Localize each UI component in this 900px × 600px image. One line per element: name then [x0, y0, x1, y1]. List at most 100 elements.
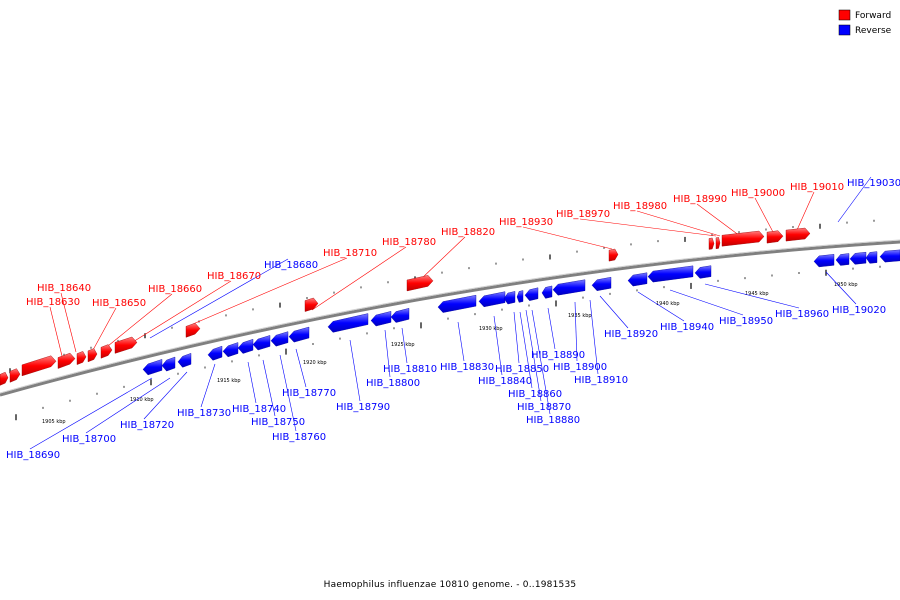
gene-label-forward: HIB_18630	[26, 297, 80, 308]
gene-label-reverse: HIB_18890	[531, 350, 585, 361]
gene-label-reverse: HIB_18700	[62, 434, 116, 445]
reverse-gene-arrow	[478, 291, 506, 308]
gene-label-forward: HIB_18670	[207, 271, 261, 282]
genome-backbone-highlight	[0, 239, 900, 394]
leader-line	[384, 329, 391, 378]
leader-line	[279, 354, 297, 432]
scale-label: 1940 kbp	[656, 301, 680, 307]
gene-label-forward: HIB_18980	[613, 201, 667, 212]
legend: Forward Reverse	[838, 9, 892, 36]
forward-gene-arrow	[0, 371, 9, 386]
leader-line	[519, 311, 533, 389]
leader-line	[513, 311, 520, 364]
gene-label-reverse: HIB_18900	[553, 362, 607, 373]
forward-gene-arrow	[766, 230, 784, 244]
gene-label-reverse: HIB_18800	[366, 378, 420, 389]
reverse-gene-arrow	[516, 290, 524, 303]
leader-line	[119, 280, 232, 351]
leader-line	[92, 307, 117, 351]
forward-gene-arrow	[100, 344, 113, 359]
leader-line	[696, 203, 741, 237]
forward-gene-arrow	[57, 352, 76, 369]
legend-reverse-label: Reverse	[855, 26, 892, 36]
reverse-gene-arrow	[161, 356, 176, 372]
gene-label-reverse: HIB_18960	[775, 309, 829, 320]
leader-line	[637, 291, 685, 322]
leader-line	[837, 176, 872, 223]
forward-gene-arrow	[76, 351, 87, 365]
scale-label: 1920 kbp	[303, 360, 327, 366]
gene-label-forward: HIB_18990	[673, 194, 727, 205]
leader-line	[262, 359, 276, 417]
leader-line	[401, 327, 408, 364]
scale-ticks	[9, 219, 881, 421]
gene-features	[0, 227, 900, 386]
gene-label-reverse: HIB_18730	[177, 408, 231, 419]
reverse-gene-arrow	[879, 249, 900, 263]
reverse-gene-arrow	[503, 291, 516, 305]
gene-label-reverse: HIB_18680	[264, 260, 318, 271]
reverse-gene-arrow	[627, 272, 648, 287]
gene-label-forward: HIB_18820	[441, 227, 495, 238]
leader-line	[574, 301, 578, 362]
scale-label: 1930 kbp	[479, 326, 503, 332]
legend-forward-label: Forward	[855, 11, 891, 21]
gene-label-forward: HIB_18650	[92, 298, 146, 309]
scale-label: 1910 kbp	[130, 397, 154, 403]
leader-line	[457, 321, 465, 362]
reverse-gene-arrow	[437, 294, 477, 313]
gene-label-reverse: HIB_18840	[478, 376, 532, 387]
genome-caption: Haemophilus influenzae 10810 genome. - 0…	[324, 580, 577, 590]
reverse-gene-arrow	[849, 251, 867, 265]
leader-line	[419, 236, 466, 281]
leader-line	[60, 292, 77, 353]
reverse-gene-arrow	[222, 342, 239, 358]
gene-label-reverse: HIB_18720	[120, 420, 174, 431]
reverse-gene-arrow	[865, 251, 878, 264]
legend-reverse-swatch	[838, 24, 851, 36]
gene-label-reverse: HIB_19030	[847, 178, 900, 189]
gene-label-reverse: HIB_18950	[719, 316, 773, 327]
gene-label-forward: HIB_18930	[499, 217, 553, 228]
forward-gene-arrow	[21, 355, 57, 377]
forward-gene-arrow	[9, 368, 21, 383]
gene-label-reverse: HIB_18750	[251, 417, 305, 428]
leader-line	[295, 348, 307, 388]
scale-label: 1950 kbp	[834, 282, 858, 288]
reverse-gene-arrow	[288, 326, 310, 343]
leader-line	[311, 246, 407, 311]
gene-label-reverse: HIB_18690	[6, 450, 60, 461]
leader-line	[29, 377, 153, 450]
leader-line	[579, 218, 717, 237]
gene-label-reverse: HIB_18910	[574, 375, 628, 386]
reverse-gene-arrow	[813, 254, 835, 268]
forward-gene-arrow	[304, 297, 319, 312]
reverse-gene-arrow	[237, 338, 254, 354]
reverse-gene-arrow	[835, 253, 850, 266]
gene-label-forward: HIB_18640	[37, 283, 91, 294]
leader-line	[754, 197, 774, 233]
gene-label-reverse: HIB_18770	[282, 388, 336, 399]
leader-line	[589, 299, 599, 375]
reverse-gene-arrow	[390, 308, 410, 323]
forward-gene-arrow	[185, 322, 201, 338]
leader-line	[247, 361, 257, 404]
scale-label: 1935 kbp	[568, 313, 592, 319]
gene-label-reverse: HIB_18790	[336, 402, 390, 413]
leader-line	[102, 293, 173, 351]
gene-label-reverse: HIB_18920	[604, 329, 658, 340]
gene-label-reverse: HIB_18850	[495, 364, 549, 375]
leader-line	[85, 377, 171, 434]
leader-line	[200, 363, 216, 408]
reverse-gene-arrow	[524, 287, 539, 301]
leader-line	[522, 226, 613, 250]
leader-line	[704, 283, 800, 309]
reverse-gene-arrow	[552, 279, 586, 296]
leader-line	[669, 289, 744, 316]
reverse-gene-arrow	[327, 313, 369, 333]
scale-label: 1915 kbp	[217, 378, 241, 384]
reverse-gene-arrow	[207, 345, 223, 361]
leader-line	[796, 191, 815, 231]
gene-label-reverse: HIB_18870	[517, 402, 571, 413]
